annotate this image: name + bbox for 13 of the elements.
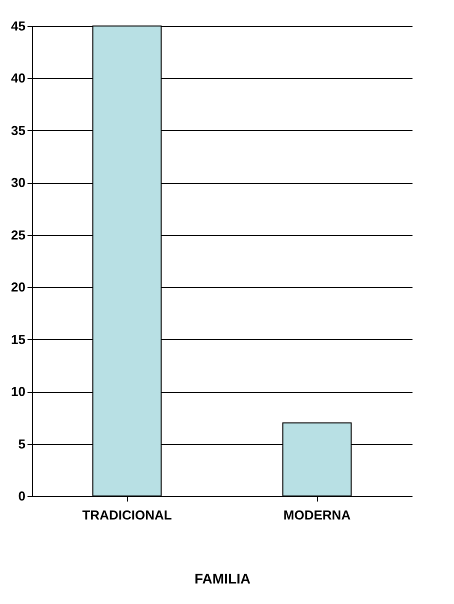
y-tick-label: 0 bbox=[18, 488, 26, 504]
y-tick-label: 10 bbox=[11, 384, 26, 400]
y-tick-label: 5 bbox=[18, 436, 26, 452]
x-tick-label: MODERNA bbox=[283, 508, 352, 522]
y-tick-label: 15 bbox=[11, 332, 26, 347]
y-tick-label: 45 bbox=[11, 18, 26, 34]
y-tick-label: 35 bbox=[11, 122, 26, 138]
y-tick-label: 30 bbox=[11, 175, 26, 190]
x-axis-title: FAMILIA bbox=[194, 570, 250, 586]
y-tick-label: 40 bbox=[11, 70, 26, 86]
y-tick-label: 25 bbox=[11, 227, 26, 242]
x-tick-label: TRADICIONAL bbox=[82, 508, 172, 522]
y-tick-label: 20 bbox=[11, 280, 26, 295]
